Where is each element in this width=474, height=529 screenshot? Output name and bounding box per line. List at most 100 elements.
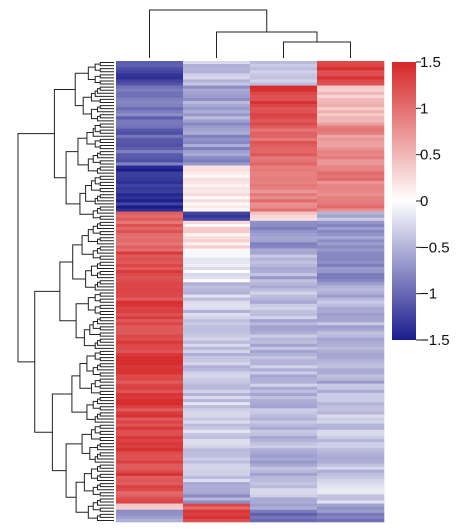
heatmap-cell: [250, 349, 318, 354]
row-dendrogram-link: [89, 446, 98, 460]
row-dendrogram-link: [99, 372, 114, 377]
heatmap-cell: [183, 230, 251, 234]
heatmap-cell: [116, 303, 184, 308]
row-dendrogram-link: [96, 272, 114, 279]
heatmap-cell: [116, 402, 184, 406]
heatmap-cell: [250, 445, 318, 449]
row-dendrogram-link: [71, 375, 87, 413]
heatmap-cell: [250, 159, 318, 163]
heatmap-cell: [183, 226, 251, 231]
heatmap-cell: [250, 515, 318, 520]
row-dendrogram-link: [99, 74, 114, 79]
heatmap-cell: [317, 220, 385, 225]
heatmap-cell: [250, 239, 318, 243]
heatmap-cell: [317, 435, 385, 440]
heatmap-cell: [250, 226, 318, 231]
heatmap-cell: [116, 180, 184, 185]
heatmap-cell: [116, 134, 184, 139]
heatmap-cell: [317, 177, 385, 182]
heatmap-cell: [183, 70, 251, 74]
heatmap-cell: [183, 352, 251, 357]
heatmap-cell: [183, 64, 251, 68]
heatmap-cell: [317, 313, 385, 317]
heatmap-cell: [250, 383, 318, 388]
heatmap-cell: [183, 110, 251, 114]
heatmap-cell: [317, 494, 385, 498]
heatmap-cell: [116, 365, 184, 369]
heatmap-cell: [317, 288, 385, 292]
heatmap-cell: [183, 190, 251, 194]
heatmap-cell: [116, 156, 184, 160]
heatmap-cell: [317, 389, 385, 394]
heatmap-cell: [116, 429, 184, 434]
heatmap-cell: [116, 377, 184, 381]
heatmap-cell: [183, 423, 251, 428]
heatmap-cell: [317, 328, 385, 332]
heatmap-cell: [116, 107, 184, 111]
heatmap-cell: [116, 518, 184, 523]
color-scale-tick-label: −0.5: [420, 239, 450, 256]
heatmap-cell: [183, 389, 251, 394]
heatmap-cell: [183, 362, 251, 366]
heatmap-cell: [183, 273, 251, 277]
heatmap-cell: [250, 469, 318, 474]
heatmap-cell: [250, 177, 318, 182]
heatmap-cell: [250, 457, 318, 461]
heatmap-cell: [183, 297, 251, 302]
heatmap-cell: [317, 217, 385, 222]
heatmap-cell: [116, 399, 184, 403]
heatmap-cell: [183, 242, 251, 246]
heatmap-cell: [250, 110, 318, 114]
heatmap-cell: [183, 503, 251, 507]
row-dendrogram-link: [94, 426, 101, 434]
heatmap-cell: [183, 442, 251, 446]
heatmap-cell: [183, 187, 251, 191]
heatmap-cell: [317, 196, 385, 200]
row-dendrogram-link: [65, 151, 80, 205]
heatmap-cell: [250, 119, 318, 123]
row-dendrogram-link: [90, 180, 101, 191]
heatmap-cell: [116, 325, 184, 329]
row-dendrogram-link: [99, 326, 114, 331]
heatmap-cell: [317, 331, 385, 335]
heatmap-cell: [116, 503, 184, 507]
heatmap-cell: [116, 147, 184, 151]
row-dendrogram-link: [99, 68, 114, 73]
heatmap-cell: [183, 380, 251, 384]
color-scale-tick-label: 0: [420, 193, 428, 210]
heatmap-cell: [317, 346, 385, 351]
heatmap-cell: [317, 143, 385, 148]
row-dendrogram-link: [96, 475, 114, 482]
heatmap-cell: [317, 147, 385, 151]
heatmap-cell: [317, 134, 385, 139]
heatmap-cell: [317, 337, 385, 341]
heatmap-cell: [183, 79, 251, 83]
row-dendrogram-link: [94, 456, 114, 463]
heatmap-cell: [183, 73, 251, 77]
heatmap-cell: [183, 205, 251, 209]
heatmap-cell: [250, 168, 318, 172]
heatmap-cell: [317, 214, 385, 219]
heatmap-cell: [317, 420, 385, 424]
heatmap-cell: [317, 91, 385, 96]
heatmap-cell: [183, 180, 251, 185]
heatmap-cell: [317, 469, 385, 474]
row-dendrogram-link: [94, 140, 101, 148]
row-dendrogram-link: [90, 93, 101, 102]
heatmap-cell: [116, 432, 184, 437]
heatmap-cell: [250, 346, 318, 351]
heatmap-cell: [317, 202, 385, 206]
heatmap-cell: [250, 208, 318, 212]
heatmap-cell: [116, 168, 184, 172]
heatmap-cell: [116, 239, 184, 243]
heatmap-cell: [317, 303, 385, 308]
heatmap-cell: [116, 309, 184, 314]
heatmap-cell: [250, 322, 318, 326]
heatmap-cell: [250, 140, 318, 145]
heatmap-cell: [317, 359, 385, 363]
heatmap-cell: [183, 143, 251, 148]
heatmap-cell: [250, 368, 318, 372]
heatmap-cell: [116, 383, 184, 388]
heatmap-cell: [116, 165, 184, 169]
heatmap-cell: [317, 73, 385, 77]
